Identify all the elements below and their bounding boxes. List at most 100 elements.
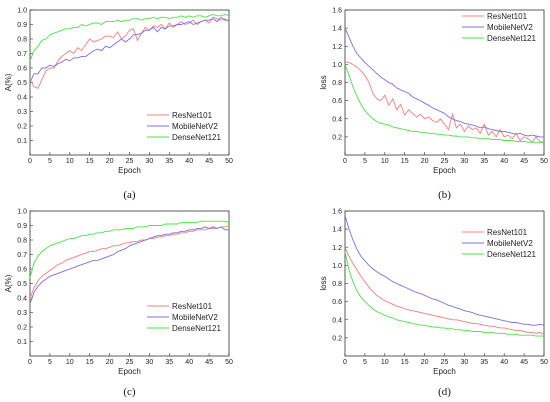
x-tick-label: 45 [520, 359, 528, 366]
legend-entry: MobileNetV2 [487, 239, 533, 248]
x-tick-label: 50 [540, 359, 548, 366]
legend-entry: ResNet101 [487, 228, 528, 237]
chart-panel-d: 0 5 10 15 20 25 30 35 40 45 50 0.2 0.4 0.6 0.8 1.0 1.2 1.… [319, 209, 548, 399]
y-tick-label: 0.8 [332, 281, 342, 288]
panel-label: (d) [438, 386, 451, 398]
y-tick-label: 0.2 [17, 325, 27, 332]
y-tick-label: 0.9 [17, 22, 27, 29]
x-axis-label: Epoch [118, 166, 141, 175]
y-tick-label: 1.0 [17, 209, 27, 216]
x-tick-label: 45 [520, 158, 528, 165]
x-tick-label: 25 [441, 158, 449, 165]
y-tick-label: 1.4 [332, 26, 342, 33]
y-tick-label: 0.1 [17, 138, 27, 145]
y-tick-label: 1.6 [332, 209, 342, 216]
x-tick-label: 0 [28, 158, 32, 165]
legend-entry: DenseNet121 [172, 324, 221, 333]
x-tick-label: 10 [381, 158, 389, 165]
x-tick-label: 20 [106, 158, 114, 165]
y-axis-label: A(%) [4, 73, 13, 91]
y-tick-label: 1.6 [332, 8, 342, 15]
series-line-resnet101 [344, 247, 545, 335]
y-tick-label: 1.4 [332, 227, 342, 234]
y-tick-label: 0.7 [17, 51, 27, 58]
x-tick-label: 5 [363, 158, 367, 165]
x-tick-label: 10 [66, 359, 74, 366]
y-tick-label: 0.5 [17, 80, 27, 87]
x-tick-label: 45 [205, 359, 213, 366]
x-tick-label: 45 [205, 158, 213, 165]
chart-panel-b: 0 5 10 15 20 25 30 35 40 45 50 0.2 0.4 0.6 0.8 1.0 1.2 1.… [319, 8, 548, 202]
y-tick-label: 0.6 [332, 299, 342, 306]
y-tick-label: 0.4 [332, 317, 342, 324]
y-tick-label: 1.2 [332, 44, 342, 51]
series-line-densenet121 [29, 220, 230, 278]
series-line-densenet121 [344, 251, 544, 337]
series-line-resnet101 [29, 16, 230, 89]
x-tick-label: 15 [401, 158, 409, 165]
x-tick-label: 35 [165, 359, 173, 366]
x-tick-label: 10 [381, 359, 389, 366]
y-tick-label: 0.3 [17, 310, 27, 317]
y-tick-label: 0.6 [17, 267, 27, 274]
x-tick-label: 5 [48, 359, 52, 366]
y-axis-label: loss [319, 276, 328, 290]
x-tick-label: 15 [401, 359, 409, 366]
y-tick-label: 0.9 [17, 223, 27, 230]
legend-entry: MobileNetV2 [487, 23, 533, 32]
x-tick-label: 30 [461, 158, 469, 165]
x-axis-label: Epoch [433, 166, 456, 175]
x-tick-label: 5 [48, 158, 52, 165]
y-tick-label: 0.4 [17, 296, 27, 303]
y-tick-label: 0.6 [17, 66, 27, 73]
x-tick-label: 35 [165, 158, 173, 165]
x-tick-label: 15 [86, 359, 94, 366]
y-axis-label: A(%) [4, 274, 13, 292]
y-tick-label: 0.4 [17, 95, 27, 102]
x-tick-label: 35 [480, 359, 488, 366]
series-line-mobilenetv2 [29, 16, 229, 83]
legend-entry: MobileNetV2 [172, 313, 218, 322]
y-tick-label: 0.1 [17, 339, 27, 346]
x-tick-label: 10 [66, 158, 74, 165]
y-tick-label: 0.2 [332, 134, 342, 141]
x-tick-label: 50 [225, 158, 233, 165]
x-tick-label: 35 [480, 158, 488, 165]
y-axis-label: loss [319, 75, 328, 89]
y-tick-label: 0.8 [332, 80, 342, 87]
x-tick-label: 20 [106, 359, 114, 366]
x-tick-label: 20 [421, 359, 429, 366]
x-tick-label: 5 [363, 359, 367, 366]
plot-frame [29, 210, 230, 357]
y-tick-label: 0.2 [17, 124, 27, 131]
x-tick-label: 0 [28, 359, 32, 366]
legend-entry: MobileNetV2 [172, 122, 218, 131]
y-tick-label: 0.2 [332, 335, 342, 342]
x-tick-label: 40 [185, 359, 193, 366]
x-axis-label: Epoch [118, 367, 141, 376]
series-line-densenet121 [29, 13, 230, 61]
legend-entry: DenseNet121 [487, 250, 536, 259]
series-line-mobilenetv2 [29, 226, 229, 304]
y-tick-label: 0.7 [17, 252, 27, 259]
y-tick-label: 0.8 [17, 238, 27, 245]
series-line-resnet101 [344, 61, 545, 143]
x-tick-label: 30 [146, 359, 154, 366]
x-tick-label: 40 [500, 359, 508, 366]
x-tick-label: 50 [540, 158, 548, 165]
y-tick-label: 1.2 [332, 245, 342, 252]
y-tick-label: 1.0 [332, 62, 342, 69]
x-tick-label: 0 [343, 359, 347, 366]
legend-entry: ResNet101 [487, 12, 528, 21]
x-tick-label: 40 [185, 158, 193, 165]
x-tick-label: 20 [421, 158, 429, 165]
x-tick-label: 40 [500, 158, 508, 165]
x-tick-label: 30 [146, 158, 154, 165]
legend-entry: DenseNet121 [487, 34, 536, 43]
y-tick-label: 0.3 [17, 109, 27, 116]
x-tick-label: 30 [461, 359, 469, 366]
x-tick-label: 25 [126, 359, 134, 366]
x-axis-label: Epoch [433, 367, 456, 376]
series-line-mobilenetv2 [344, 215, 545, 326]
